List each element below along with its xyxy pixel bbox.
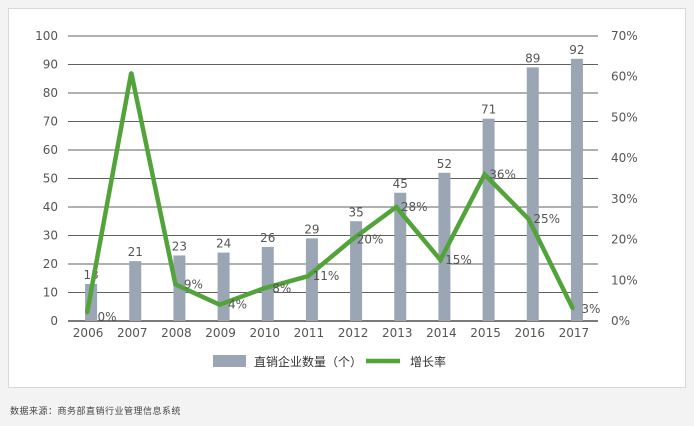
y-right-tick-label: 30% [611, 192, 638, 206]
growth-rate-label: 28% [401, 200, 428, 214]
bar [261, 246, 274, 321]
bar-value-label: 45 [393, 177, 408, 191]
y-left-tick-label: 100 [35, 29, 58, 43]
bar-value-label: 23 [172, 239, 187, 253]
bar [129, 261, 142, 321]
x-tick-label: 2013 [382, 326, 413, 340]
x-tick-label: 2009 [205, 326, 236, 340]
growth-rate-label: 11% [313, 269, 340, 283]
y-right-tick-label: 0% [611, 314, 630, 328]
bar [394, 192, 407, 321]
x-tick-label: 2016 [514, 326, 545, 340]
x-tick-label: 2007 [117, 326, 148, 340]
bar [438, 172, 451, 321]
growth-rate-point [438, 258, 442, 262]
y-left-tick-label: 70 [43, 115, 58, 129]
y-left-tick-label: 0 [50, 314, 58, 328]
bar [350, 221, 363, 321]
y-right-tick-label: 20% [611, 233, 638, 247]
growth-rate-label: 15% [445, 253, 472, 267]
growth-rate-label: 36% [489, 167, 516, 181]
source-note: 数据来源：商务部直销行业管理信息系统 [10, 407, 182, 417]
y-left-tick-label: 20 [43, 257, 58, 271]
bar-value-label: 92 [569, 43, 584, 57]
x-tick-label: 2008 [161, 326, 192, 340]
legend-bar-label: 直销企业数量（个） [254, 354, 362, 369]
growth-rate-label: 3% [581, 302, 600, 316]
y-right-tick-label: 60% [611, 70, 638, 84]
growth-rate-label: 4% [228, 298, 247, 312]
x-tick-label: 2011 [294, 326, 325, 340]
y-left-tick-label: 40 [43, 200, 58, 214]
legend-line-label: 增长率 [410, 354, 446, 369]
x-tick-label: 2010 [249, 326, 280, 340]
bar [482, 118, 495, 322]
growth-rate-point [527, 217, 531, 221]
growth-rate-label: 25% [533, 212, 560, 226]
growth-rate-point [85, 311, 89, 315]
growth-rate-label: 9% [184, 277, 203, 291]
bar-value-label: 26 [260, 231, 275, 245]
bar-value-label: 52 [437, 157, 452, 171]
x-tick-label: 2017 [559, 326, 590, 340]
y-left-tick-label: 10 [43, 286, 58, 300]
x-tick-label: 2006 [73, 326, 104, 340]
y-left-tick-label: 90 [43, 58, 58, 72]
growth-rate-point [306, 274, 310, 278]
y-right-tick-label: 50% [611, 110, 638, 124]
bar [570, 58, 583, 322]
bar-value-label: 24 [216, 237, 231, 251]
bar-value-label: 89 [525, 51, 540, 65]
bar [305, 238, 318, 321]
bar-value-label: 35 [348, 205, 363, 219]
x-tick-label: 2015 [470, 326, 501, 340]
y-right-tick-label: 40% [611, 151, 638, 165]
growth-rate-point [218, 303, 222, 307]
growth-rate-label: 0% [98, 310, 117, 324]
growth-rate-point [262, 286, 266, 290]
bar [526, 67, 539, 321]
growth-rate-line [84, 72, 575, 314]
y-right-tick-label: 10% [611, 273, 638, 287]
bar-value-label: 29 [304, 222, 319, 236]
growth-rate-label: 8% [272, 281, 291, 295]
bar-value-label: 21 [128, 245, 143, 259]
growth-rate-point [173, 282, 177, 286]
growth-rate-point [394, 205, 398, 209]
growth-rate-point [483, 172, 487, 176]
y-left-tick-label: 50 [43, 172, 58, 186]
growth-rate-point [129, 71, 133, 75]
y-right-tick-label: 70% [611, 29, 638, 43]
bar-value-label: 71 [481, 103, 496, 117]
growth-rate-label: 20% [357, 233, 384, 247]
y-left-tick-label: 80 [43, 86, 58, 100]
x-tick-label: 2014 [426, 326, 457, 340]
y-left-tick-label: 60 [43, 143, 58, 157]
x-tick-label: 2012 [338, 326, 369, 340]
growth-rate-point [350, 238, 354, 242]
legend-bar-swatch [213, 355, 246, 367]
y-left-tick-label: 30 [43, 229, 58, 243]
growth-rate-point [571, 307, 575, 311]
